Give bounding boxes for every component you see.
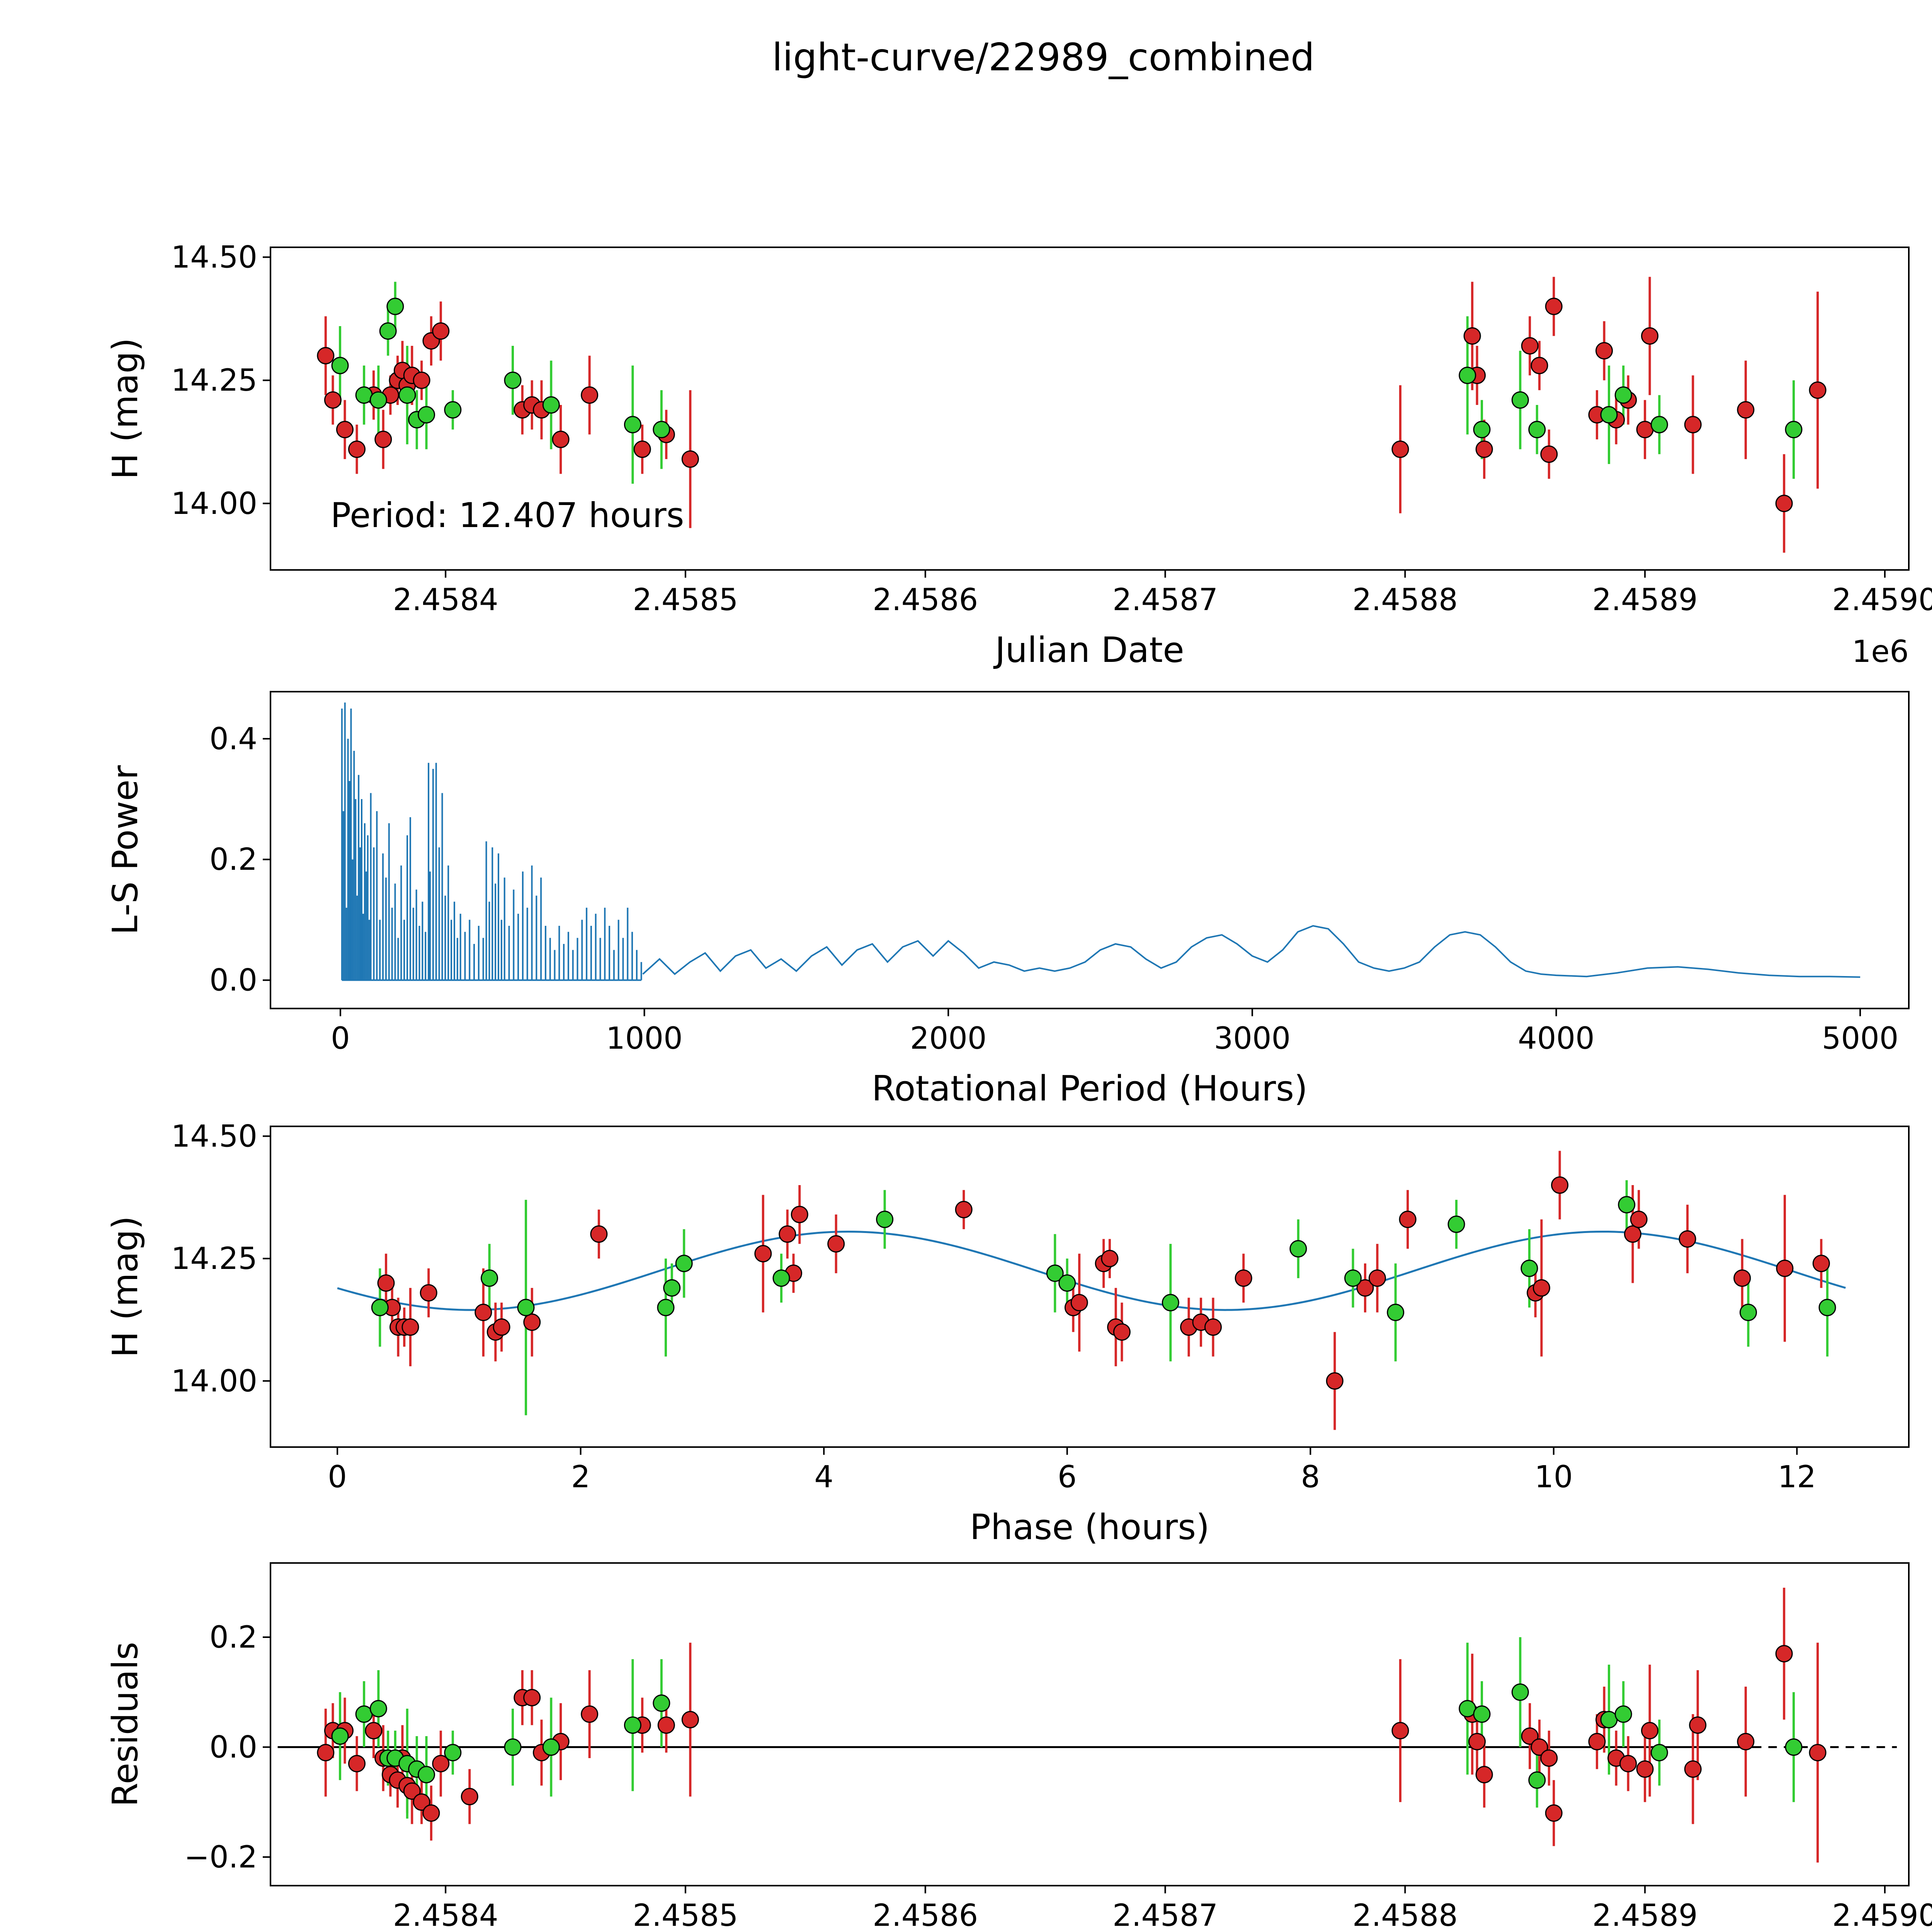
red-errorbars [324,1588,1819,1863]
svg-text:2.4588: 2.4588 [1352,583,1458,617]
svg-text:Julian Date: Julian Date [993,630,1184,670]
svg-text:14.00: 14.00 [171,1364,257,1399]
svg-text:14.25: 14.25 [171,363,257,398]
svg-text:2000: 2000 [910,1021,987,1056]
svg-text:6: 6 [1058,1460,1077,1495]
figure-title: light-curve/22989_combined [772,36,1315,80]
svg-text:2.4585: 2.4585 [633,583,738,617]
axes-spines [270,1126,1910,1448]
svg-text:2.4588: 2.4588 [1352,1898,1458,1932]
svg-text:14.25: 14.25 [171,1242,257,1276]
svg-text:0.4: 0.4 [209,722,257,757]
svg-text:2.4589: 2.4589 [1592,1898,1698,1932]
svg-text:2.4590: 2.4590 [1832,1898,1932,1932]
svg-text:1e6: 1e6 [1852,634,1909,669]
svg-text:Residuals: Residuals [105,1642,146,1807]
svg-text:3000: 3000 [1214,1021,1291,1056]
svg-text:2.4587: 2.4587 [1112,583,1218,617]
svg-text:0.2: 0.2 [209,842,257,877]
periodogram-line [341,702,1861,981]
panel-residuals: 2.4584 2.4585 2.4586 2.4587 2.4588 2.4589 2.45… [105,1562,1932,1932]
red-markers [317,1645,1827,1822]
green-errorbars [339,282,1795,484]
svg-text:14.00: 14.00 [171,486,257,521]
svg-text:H (mag): H (mag) [105,1216,146,1357]
svg-text:2.4586: 2.4586 [872,1898,978,1932]
svg-text:L-S Power: L-S Power [105,765,146,935]
svg-text:Phase (hours): Phase (hours) [970,1507,1210,1548]
axes-spines [270,691,1910,1009]
svg-text:Rotational Period (Hours): Rotational Period (Hours) [872,1068,1308,1109]
svg-text:2.4586: 2.4586 [872,583,978,617]
green-markers [371,1196,1836,1321]
svg-text:2: 2 [571,1460,590,1495]
svg-text:2.4585: 2.4585 [633,1898,738,1932]
svg-text:4: 4 [814,1460,833,1495]
svg-text:2.4584: 2.4584 [393,583,498,617]
svg-text:4000: 4000 [1518,1021,1595,1056]
panel-jd-mag: 2.4584 2.4585 2.4586 2.4587 2.4588 2.4589 2.45… [105,240,1932,670]
green-errorbars [379,1180,1829,1415]
svg-text:−0.2: −0.2 [184,1840,257,1875]
panel-phase-mag: 0 2 4 6 8 10 12 14.00 14.25 14.50 Phase (hours) H (… [105,1119,1910,1548]
svg-text:1000: 1000 [606,1021,683,1056]
svg-text:14.50: 14.50 [171,1119,257,1154]
svg-text:2.4589: 2.4589 [1592,583,1698,617]
svg-text:2.4587: 2.4587 [1112,1898,1218,1932]
green-markers [331,298,1803,439]
panel-periodogram: 0 1000 2000 3000 4000 5000 0.0 0.2 0.4 Rotational… [105,691,1910,1109]
axes-spines [270,247,1910,571]
svg-text:H (mag): H (mag) [105,338,146,479]
svg-text:2.4590: 2.4590 [1832,583,1932,617]
svg-text:8: 8 [1301,1460,1320,1495]
svg-text:0.0: 0.0 [209,963,257,998]
svg-text:0.2: 0.2 [209,1620,257,1655]
phase-fit-curve [337,1230,1846,1311]
red-markers [377,1176,1830,1390]
red-errorbars [385,1151,1823,1430]
svg-text:2.4584: 2.4584 [393,1898,498,1932]
period-annotation: Period: 12.407 hours [330,495,684,535]
svg-text:12: 12 [1778,1460,1816,1495]
red-markers [317,298,1827,512]
svg-text:0: 0 [331,1021,350,1056]
svg-text:5000: 5000 [1822,1021,1899,1056]
svg-text:10: 10 [1534,1460,1573,1495]
svg-text:0: 0 [328,1460,347,1495]
svg-text:14.50: 14.50 [171,240,257,275]
svg-text:0.0: 0.0 [209,1730,257,1765]
green-markers [331,1683,1803,1789]
green-errorbars [339,1637,1795,1819]
axes-spines [270,1562,1910,1886]
